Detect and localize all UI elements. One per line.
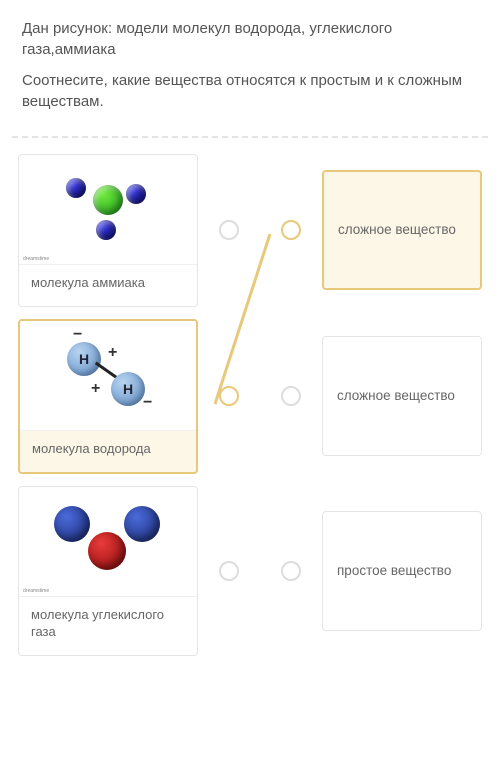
match-row: − H + + H − молекула водорода сложное ве… [18,319,482,474]
divider [12,136,488,138]
left-dot[interactable] [219,386,239,406]
task-instruction: Соотнесите, какие вещества относятся к п… [22,70,478,112]
category-label: сложное вещество [337,387,455,405]
task-description: Дан рисунок: модели молекул водорода, уг… [22,18,478,60]
molecule-caption: молекула водорода [20,431,196,472]
category-label: сложное вещество [338,221,456,239]
connector-zone [198,200,322,260]
category-card-complex-1[interactable]: сложное вещество [322,170,482,290]
match-row: dreamstime молекула углекислого газа про… [18,486,482,656]
right-dot[interactable] [281,220,301,240]
molecule-card-co2[interactable]: dreamstime молекула углекислого газа [18,486,198,656]
molecule-image-ammonia: dreamstime [19,155,197,265]
connector-zone [198,541,322,601]
left-dot[interactable] [219,561,239,581]
molecule-card-hydrogen[interactable]: − H + + H − молекула водорода [18,319,198,474]
molecule-caption: молекула углекислого газа [19,597,197,655]
category-card-simple[interactable]: простое вещество [322,511,482,631]
molecule-image-hydrogen: − H + + H − [20,321,196,431]
right-dot[interactable] [281,386,301,406]
match-row: dreamstime молекула аммиака сложное веще… [18,154,482,307]
right-dot[interactable] [281,561,301,581]
molecule-image-co2: dreamstime [19,487,197,597]
task-header: Дан рисунок: модели молекул водорода, уг… [0,0,500,122]
molecule-caption: молекула аммиака [19,265,197,306]
connector-zone [198,366,322,426]
matching-area: dreamstime молекула аммиака сложное веще… [0,154,500,656]
category-label: простое вещество [337,562,451,580]
molecule-card-ammonia[interactable]: dreamstime молекула аммиака [18,154,198,307]
left-dot[interactable] [219,220,239,240]
category-card-complex-2[interactable]: сложное вещество [322,336,482,456]
